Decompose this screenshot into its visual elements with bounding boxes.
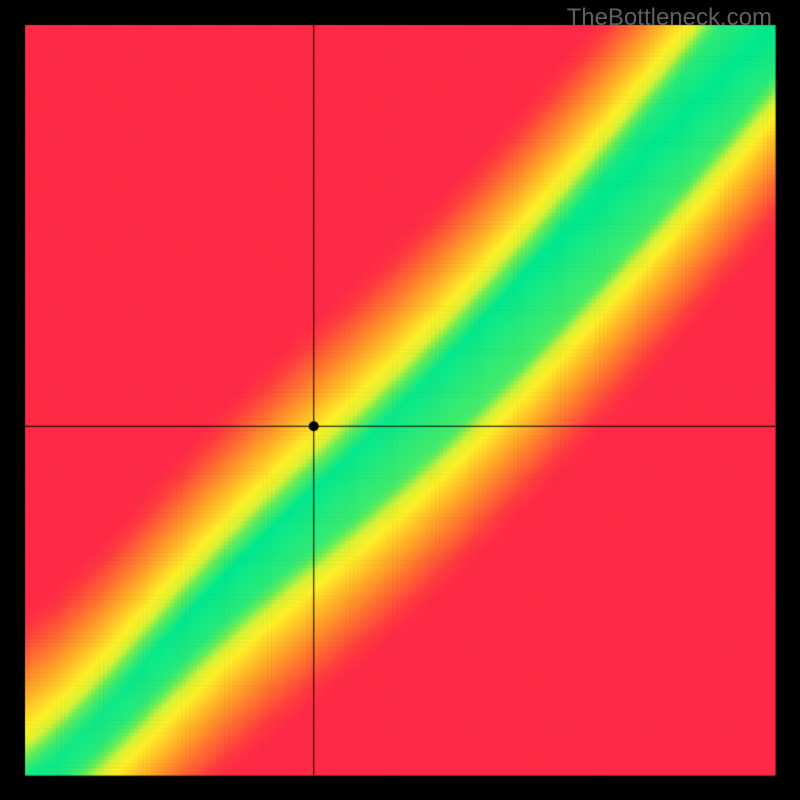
chart-stage: TheBottleneck.com bbox=[0, 0, 800, 800]
watermark-text: TheBottleneck.com bbox=[567, 4, 772, 32]
bottleneck-heatmap bbox=[0, 0, 800, 800]
